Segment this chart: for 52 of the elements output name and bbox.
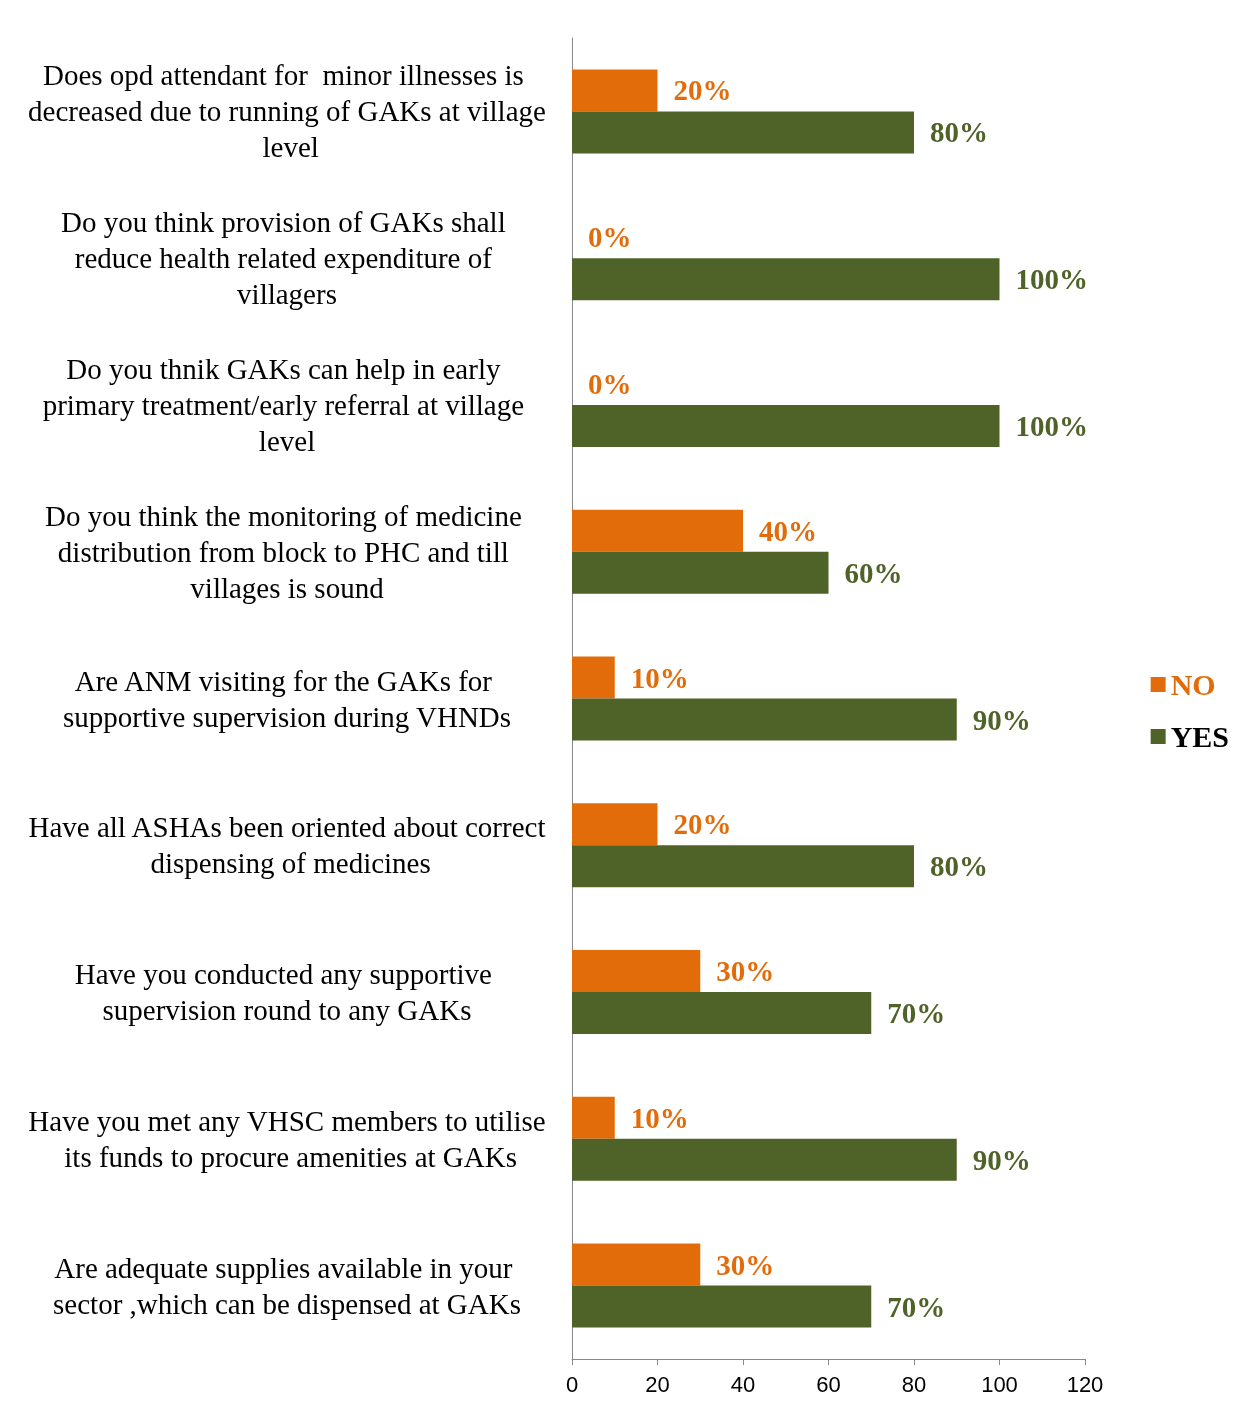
bar: [572, 258, 1000, 301]
bar: [572, 1285, 872, 1328]
y-tick-label: Have all ASHAs been oriented about correct dispensing of medicines: [28, 811, 546, 880]
legend-label: YES: [1170, 720, 1229, 753]
x-tick-label: 100: [981, 1371, 1018, 1397]
bar: [572, 803, 658, 846]
data-label: 70%: [887, 997, 946, 1030]
y-tick-label: Do you think provision of GAKs shall reduce health related expenditure of villagers: [61, 206, 513, 311]
data-label: 10%: [630, 661, 689, 694]
data-label: 60%: [844, 556, 903, 589]
x-tick-label: 60: [816, 1371, 841, 1397]
bar: [572, 1096, 615, 1139]
y-tick-label: Have you conducted any supportive supervision round to any GAKs: [74, 958, 500, 1027]
y-tick-label: Does opd attendant for minor illnesses is decreased due to running of GAKs at village level: [28, 59, 546, 164]
data-label: 90%: [972, 1143, 1031, 1176]
data-label: 0%: [588, 367, 632, 400]
bar: [572, 992, 872, 1035]
bar: [572, 845, 914, 888]
x-tick-label: 20: [645, 1371, 670, 1397]
bar: [572, 1243, 701, 1286]
y-tick-label: Do you think the monitoring of medicine distribution from block to PHC and till villages is sound: [44, 499, 530, 604]
data-label: 100%: [1015, 263, 1088, 296]
x-tick-label: 120: [1066, 1371, 1104, 1397]
data-label: 40%: [759, 514, 817, 547]
bar: [572, 69, 658, 112]
data-label: 70%: [887, 1290, 946, 1323]
bar: [572, 551, 829, 594]
data-label: 0%: [588, 221, 632, 254]
data-label: 20%: [673, 808, 732, 841]
data-label: 30%: [716, 1248, 775, 1281]
bar: [572, 656, 615, 699]
x-tick-label: 40: [730, 1371, 756, 1397]
data-label: 100%: [1015, 409, 1088, 442]
x-tick-label: 0: [565, 1371, 579, 1397]
y-tick-label: Are ANM visiting for the GAKs for supportive supervision during VHNDs: [62, 664, 512, 733]
data-label: 30%: [716, 955, 775, 988]
data-label: 80%: [930, 116, 988, 149]
bar: [572, 111, 914, 154]
data-label: 20%: [673, 74, 732, 107]
y-tick-label: Have you met any VHSC members to utilise its funds to procure amenities at GAKs: [28, 1104, 546, 1173]
data-label: 10%: [630, 1101, 689, 1134]
y-tick-label: Do you thnik GAKs can help in early primary treatment/early referral at village level: [42, 352, 532, 457]
bar: [572, 950, 701, 993]
bar: [572, 1138, 957, 1181]
data-label: 80%: [930, 850, 988, 883]
bar: [572, 698, 957, 741]
bar: [572, 404, 1000, 447]
y-tick-label: Are adequate supplies available in your sector ,which can be dispensed at GAKs: [53, 1251, 521, 1320]
x-tick-label: 80: [901, 1371, 927, 1397]
legend-label: NO: [1170, 668, 1216, 701]
data-label: 90%: [972, 703, 1031, 736]
bar: [572, 509, 743, 552]
